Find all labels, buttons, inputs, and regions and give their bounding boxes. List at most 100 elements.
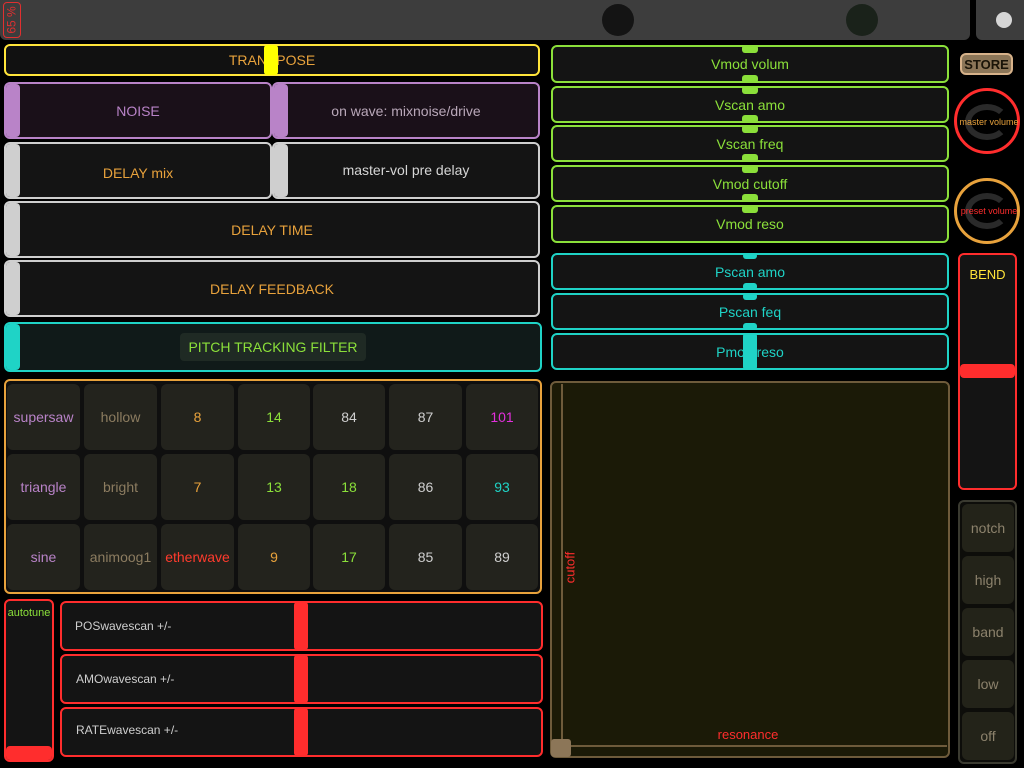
vmod-reso-handle-top[interactable] [742, 205, 758, 213]
record-dot-icon[interactable] [996, 12, 1012, 28]
vmod-cutoff-handle-top[interactable] [742, 165, 758, 173]
delay-time-fader[interactable]: DELAY TIME [4, 201, 540, 258]
on-wave-fill [274, 84, 288, 137]
autotune-label: autotune [7, 607, 51, 619]
vmod-reso-label: Vmod reso [716, 216, 784, 232]
master-vol-pre-delay-fader[interactable]: master-vol pre delay [272, 142, 540, 199]
master-volume-knob[interactable] [954, 88, 1020, 154]
battery-label: 65 % [5, 6, 20, 34]
preset-cell[interactable]: supersaw [7, 384, 80, 450]
pitch-tracking-fill [6, 324, 20, 370]
filter-low-button[interactable]: low [962, 660, 1014, 708]
delay-mix-fill [6, 144, 20, 197]
on-wave-label: on wave: mixnoise/drive [331, 102, 481, 119]
filter-high-button[interactable]: high [962, 556, 1014, 604]
rate-wavescan-handle[interactable] [294, 708, 308, 756]
pmod-reso-handle[interactable] [743, 333, 757, 370]
preset-cell[interactable]: sine [7, 524, 80, 590]
pscan-amo-handle-top[interactable] [743, 253, 757, 259]
preset-cell[interactable]: 84 [313, 384, 385, 450]
preset-cell[interactable]: 89 [466, 524, 538, 590]
vscan-amo-label: Vscan amo [714, 96, 786, 113]
delay-mix-fader[interactable]: DELAY mix [4, 142, 272, 199]
master-volume-label: master volume [959, 117, 1019, 127]
preset-cell[interactable]: 7 [161, 454, 234, 520]
noise-fader[interactable]: NOISE [4, 82, 272, 139]
master-volume-ring [965, 104, 1009, 140]
autotune-fader[interactable] [4, 599, 54, 762]
filter-notch-button[interactable]: notch [962, 504, 1014, 552]
pscan-feq-handle-top[interactable] [743, 293, 757, 300]
preset-cell[interactable]: 9 [238, 524, 310, 590]
master-vol-pre-delay-label: master-vol pre delay [342, 161, 470, 178]
vscan-amo-handle-top[interactable] [742, 86, 758, 94]
pscan-feq-label: Pscan feq [718, 303, 782, 320]
preset-cell[interactable]: 17 [313, 524, 385, 590]
autotune-fill [6, 746, 52, 760]
xy-cutoff-label: cutoff [562, 551, 578, 584]
vscan-freq-handle-bottom[interactable] [742, 154, 758, 162]
amo-wavescan-handle[interactable] [294, 655, 308, 703]
preset-cell[interactable]: bright [84, 454, 157, 520]
transpose-handle[interactable] [264, 45, 278, 75]
xy-handle[interactable] [551, 739, 571, 757]
bend-handle[interactable] [960, 364, 1015, 378]
vmod-volum-handle-bottom[interactable] [742, 75, 758, 83]
preset-cell[interactable]: etherwave [161, 524, 234, 590]
on-wave-fader[interactable]: on wave: mixnoise/drive [272, 82, 540, 139]
preset-cell[interactable]: 86 [389, 454, 462, 520]
vmod-cutoff-label: Vmod cutoff [712, 175, 788, 192]
preset-cell[interactable]: 8 [161, 384, 234, 450]
vmod-volum-label: Vmod volum [711, 56, 789, 72]
delay-feedback-label: DELAY FEEDBACK [210, 280, 334, 297]
preset-cell[interactable]: hollow [84, 384, 157, 450]
battery-indicator: 65 % [3, 2, 21, 38]
amo-wavescan-label: AMOwavescan +/- [76, 672, 175, 686]
preset-cell[interactable]: 85 [389, 524, 462, 590]
vscan-freq-label: Vscan freq [716, 135, 784, 152]
preset-cell[interactable]: 13 [238, 454, 310, 520]
preset-volume-ring [965, 193, 1009, 229]
delay-feedback-fill [6, 262, 20, 315]
vscan-amo-handle-bottom[interactable] [742, 115, 758, 123]
delay-mix-label: DELAY mix [102, 164, 174, 181]
preset-cell[interactable]: triangle [7, 454, 80, 520]
master-vol-pre-delay-fill [274, 144, 288, 197]
top-knob-2[interactable] [846, 4, 878, 36]
pos-wavescan-handle[interactable] [294, 602, 308, 650]
preset-volume-knob[interactable] [954, 178, 1020, 244]
top-bar [0, 0, 970, 40]
filter-off-button[interactable]: off [962, 712, 1014, 760]
noise-label: NOISE [116, 102, 160, 119]
pscan-amo-handle-bottom[interactable] [743, 283, 757, 290]
delay-feedback-fader[interactable]: DELAY FEEDBACK [4, 260, 540, 317]
delay-time-fill [6, 203, 20, 256]
pscan-feq-handle-bottom[interactable] [743, 323, 757, 330]
pitch-tracking-filter-fader[interactable]: PITCH TRACKING FILTER [4, 322, 542, 372]
pitch-tracking-filter-label: PITCH TRACKING FILTER [180, 333, 366, 361]
delay-time-label: DELAY TIME [231, 221, 313, 238]
preset-cell[interactable]: 101 [466, 384, 538, 450]
vscan-freq-handle-top[interactable] [742, 125, 758, 133]
xy-vertical-axis [561, 384, 563, 750]
top-knob-1[interactable] [602, 4, 634, 36]
store-button[interactable]: STORE [960, 53, 1013, 75]
noise-fill [6, 84, 20, 137]
vmod-volum-handle-top[interactable] [742, 45, 758, 53]
preset-volume-label: preset volume [960, 206, 1018, 216]
preset-cell[interactable]: 14 [238, 384, 310, 450]
xy-horizontal-axis [561, 745, 947, 747]
store-label: STORE [964, 56, 1009, 72]
rate-wavescan-label: RATEwavescan +/- [76, 723, 179, 737]
pos-wavescan-label: POSwavescan +/- [75, 619, 172, 633]
preset-cell[interactable]: 18 [313, 454, 385, 520]
preset-cell[interactable]: 93 [466, 454, 538, 520]
vmod-cutoff-handle-bottom[interactable] [742, 194, 758, 202]
preset-cell[interactable]: animoog1 [84, 524, 157, 590]
xy-resonance-label: resonance [717, 727, 779, 742]
preset-cell[interactable]: 87 [389, 384, 462, 450]
xy-filter-pad[interactable] [550, 381, 950, 758]
pscan-amo-label: Pscan amo [714, 263, 786, 280]
filter-band-button[interactable]: band [962, 608, 1014, 656]
bend-label: BEND [969, 267, 1006, 282]
